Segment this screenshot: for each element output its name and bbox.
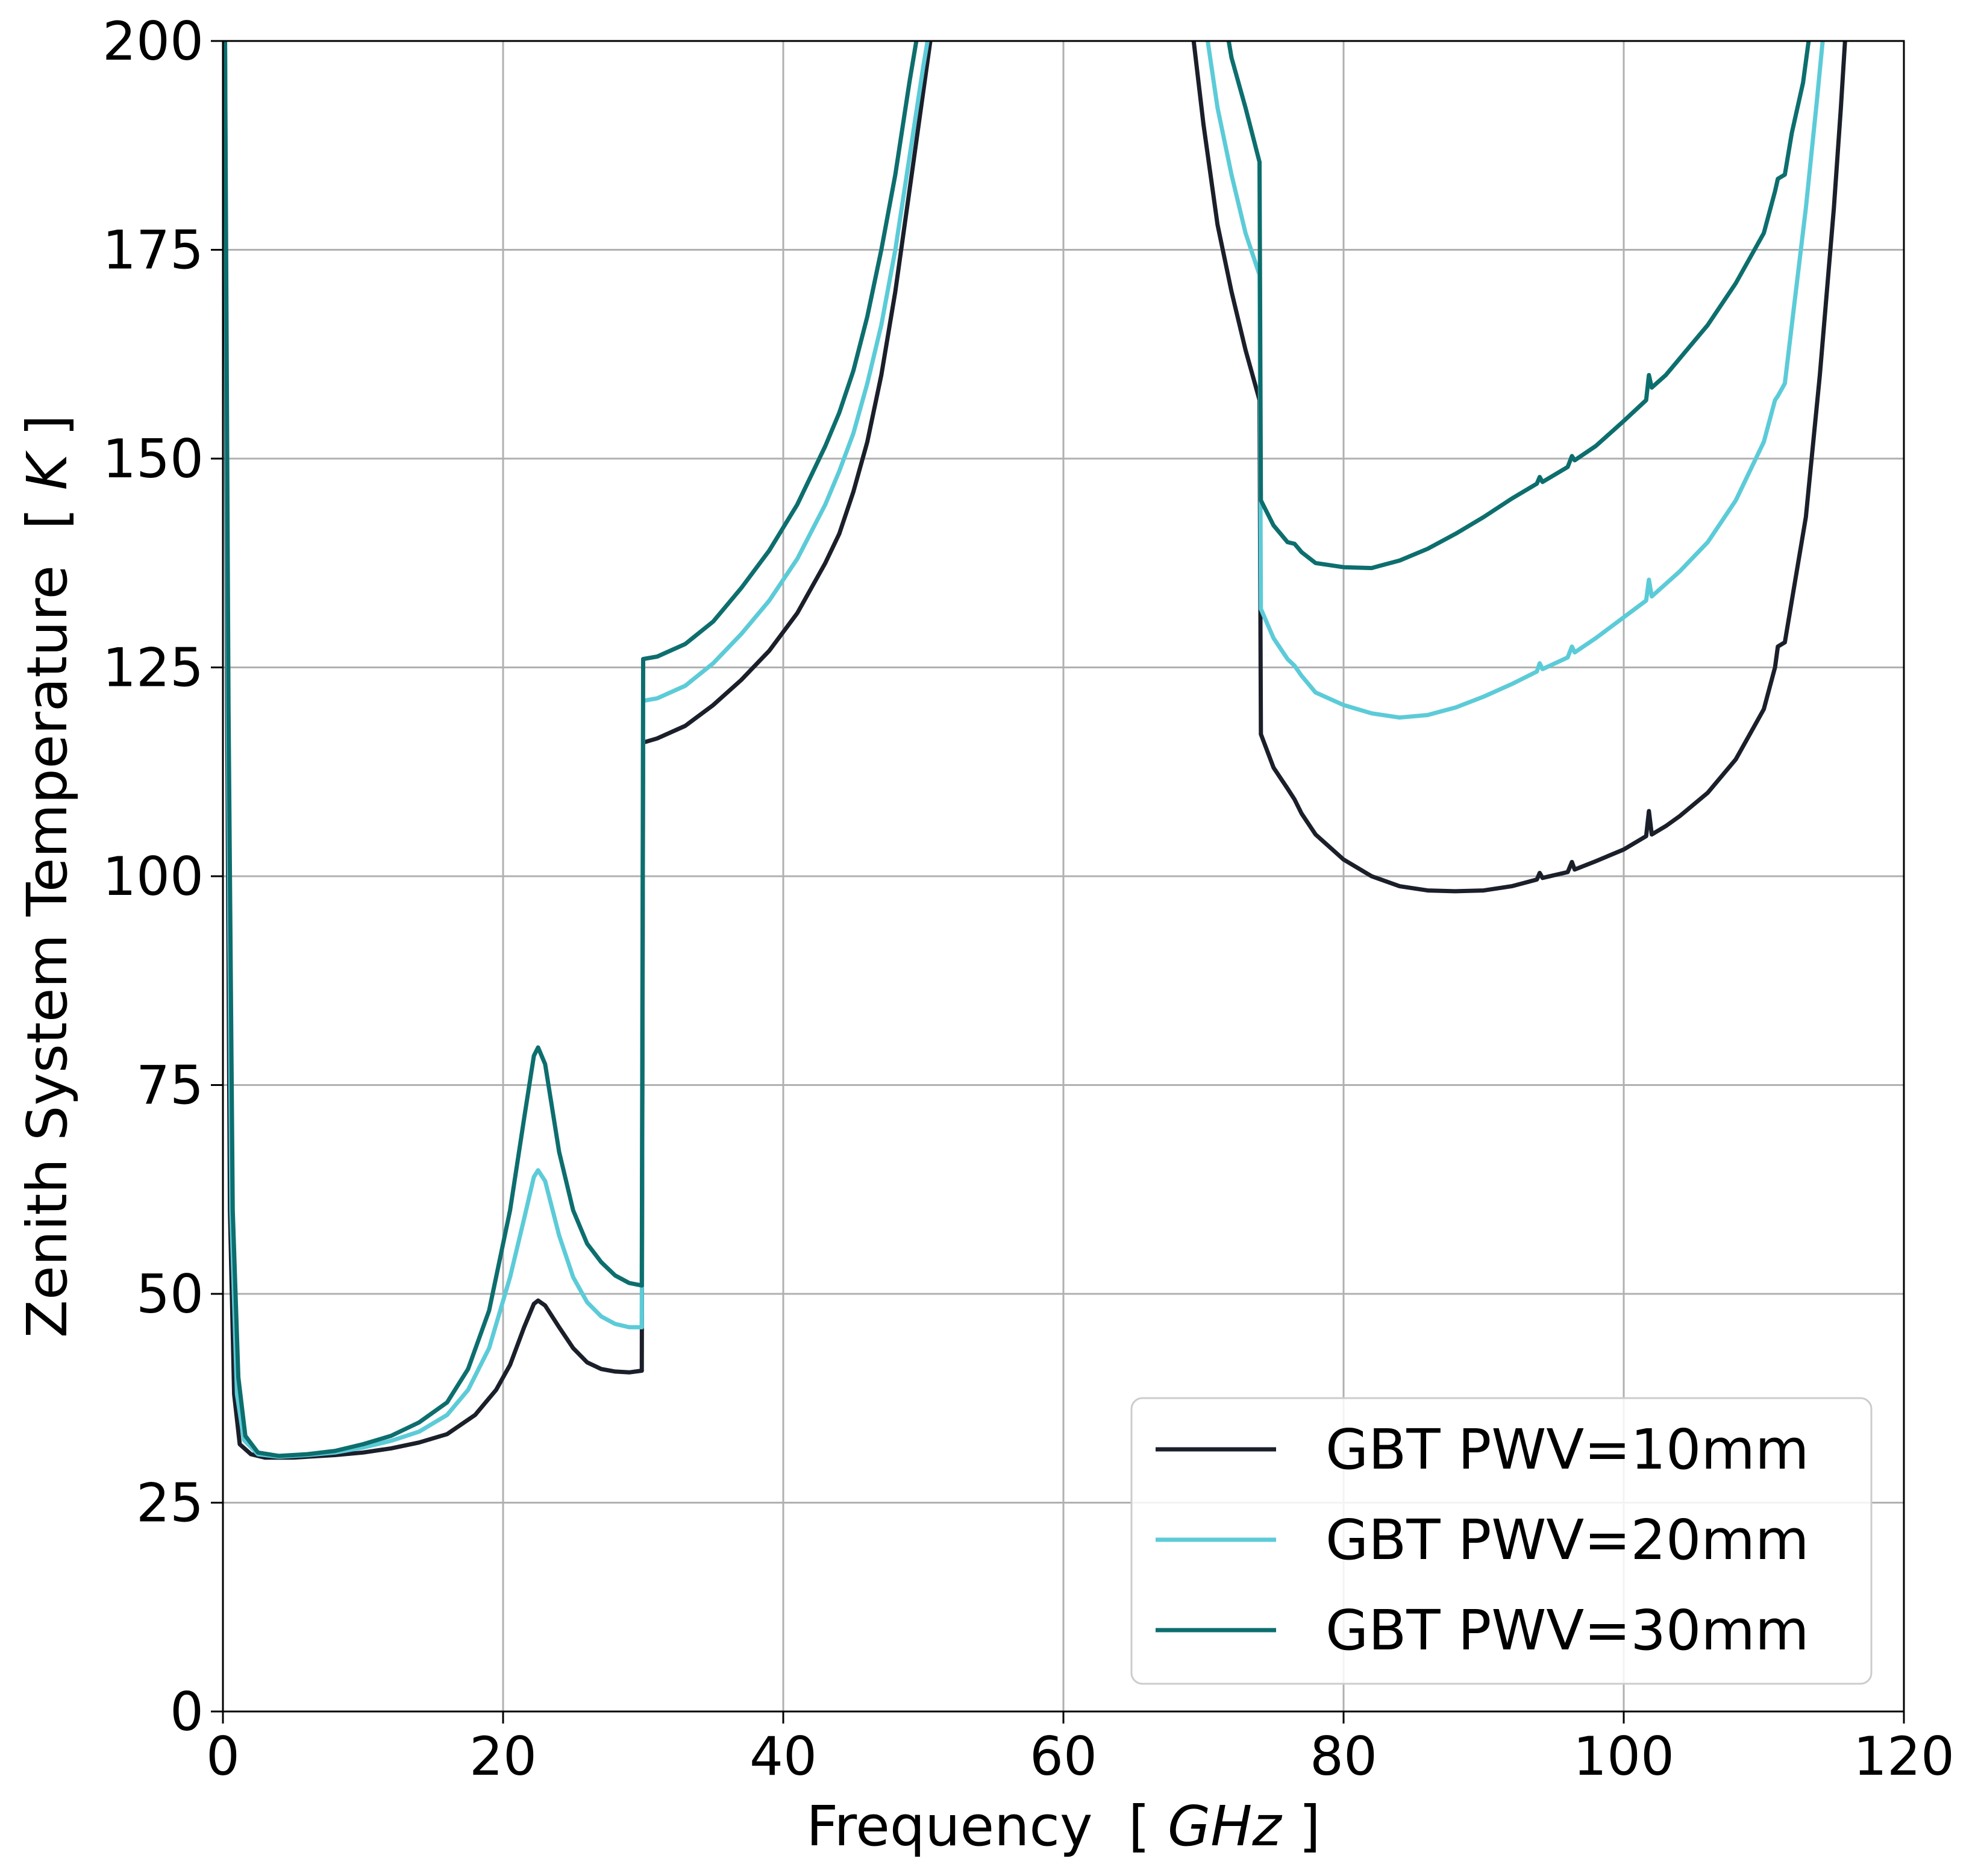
series-line-segment — [1257, 160, 1263, 503]
series-line-segment — [1226, 41, 1262, 165]
series-line-segment — [1259, 41, 1811, 571]
x-tick-label: 120 — [1853, 1725, 1955, 1787]
series-line-segment — [641, 41, 930, 703]
y-tick-label: 25 — [136, 1472, 204, 1534]
x-axis-label-main: Frequency — [806, 1794, 1092, 1859]
x-tick-label: 40 — [750, 1725, 817, 1787]
y-tick-label: 50 — [136, 1263, 204, 1325]
y-tick-label: 200 — [102, 10, 204, 72]
y-tick-label: 150 — [102, 428, 204, 490]
series-line-segment — [641, 41, 919, 662]
series-3 — [223, 41, 1811, 1458]
x-tick-label: 20 — [469, 1725, 537, 1787]
series-line-segment — [223, 41, 644, 1459]
ticks: 0 20 40 60 80 100 120 0 25 50 75 100 125 150 175 200 — [102, 10, 1955, 1787]
series-lines — [223, 41, 1847, 1460]
x-tick-label: 80 — [1310, 1725, 1377, 1787]
y-axis-label-unit: K — [15, 450, 80, 490]
legend-label-1: GBT PWV=20mm — [1325, 1508, 1809, 1572]
legend-box — [1130, 1397, 1873, 1685]
series-line-segment — [1259, 41, 1847, 894]
y-tick-label: 100 — [102, 845, 204, 908]
y-tick-label: 0 — [170, 1681, 204, 1743]
x-axis-label-open: [ — [1128, 1794, 1150, 1859]
x-axis-label: Frequency [ GHz ] — [806, 1794, 1321, 1859]
legend-label-2: GBT PWV=30mm — [1325, 1598, 1809, 1663]
y-tick-label: 175 — [102, 219, 204, 281]
y-axis-label: Zenith System Temperature [ K ] — [15, 415, 80, 1338]
series-line-segment — [1191, 41, 1262, 403]
series-line-segment — [639, 657, 645, 1288]
series-line-segment — [1259, 41, 1825, 720]
series-line-segment — [1206, 41, 1262, 277]
y-axis-label-open: [ — [15, 508, 80, 530]
x-axis-label-close: ] — [1299, 1794, 1321, 1859]
x-tick-label: 60 — [1030, 1725, 1097, 1787]
series-line-segment — [223, 41, 644, 1458]
x-tick-label: 0 — [206, 1725, 240, 1787]
legend: GBT PWV=10mm GBT PWV=20mm GBT PWV=30mm — [1130, 1397, 1873, 1685]
series-line-segment — [641, 41, 933, 745]
y-axis-label-close: ] — [15, 415, 80, 436]
y-axis-label-main: Zenith System Temperature — [15, 565, 80, 1338]
y-tick-label: 125 — [102, 637, 204, 699]
x-tick-label: 100 — [1573, 1725, 1674, 1787]
series-line-segment — [223, 41, 644, 1460]
y-tick-label: 75 — [136, 1055, 204, 1117]
x-axis-label-unit: GHz — [1168, 1794, 1282, 1859]
legend-label-0: GBT PWV=10mm — [1325, 1417, 1809, 1482]
